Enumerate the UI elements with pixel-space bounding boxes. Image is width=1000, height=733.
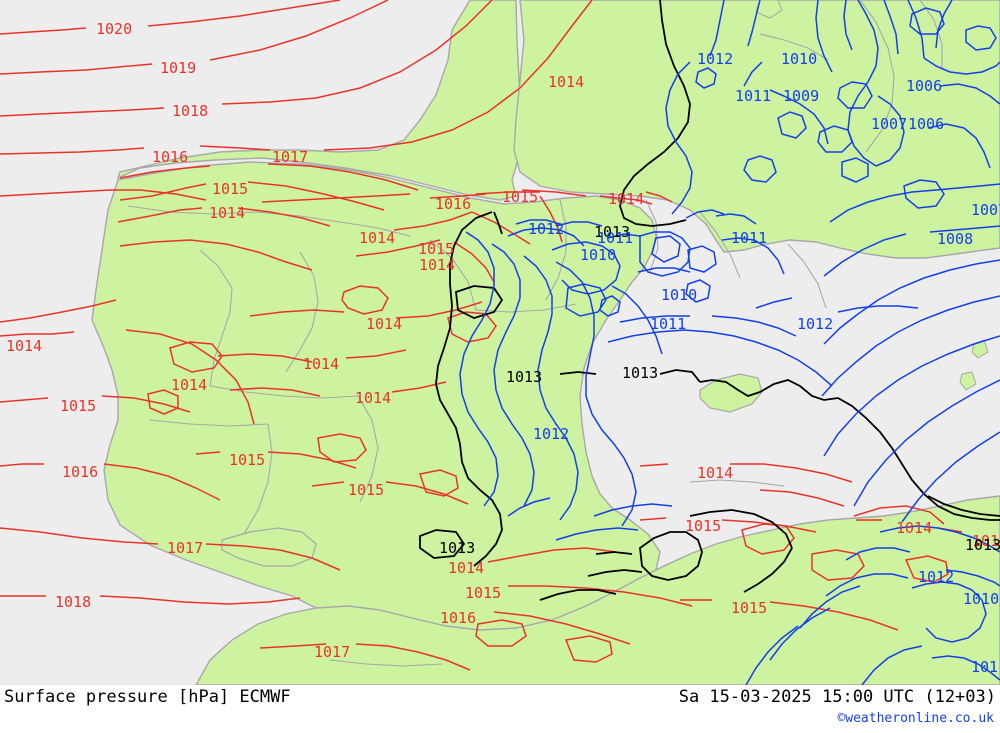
isobars-1013 bbox=[419, 0, 1000, 601]
land-islet-3 bbox=[959, 371, 977, 391]
land-iberia-main bbox=[91, 161, 661, 661]
isobars-high bbox=[0, 0, 963, 671]
admin-borders bbox=[127, 0, 943, 667]
footer-timestamp: Sa 15-03-2025 15:00 UTC (12+03) bbox=[678, 687, 996, 707]
land-polygons bbox=[91, 0, 1000, 685]
footer-title: Surface pressure [hPa] ECMWF bbox=[4, 687, 291, 707]
land-islet-1 bbox=[755, 0, 783, 19]
land-france bbox=[513, 0, 1000, 259]
map-footer: Surface pressure [hPa] ECMWF Sa 15-03-20… bbox=[0, 685, 1000, 733]
pressure-contour-map[interactable]: 1020 1019 1018 1016 1017 1015 1014 1014 1015 1014… bbox=[0, 0, 1000, 685]
footer-credit-link[interactable]: ©weatheronline.co.uk bbox=[837, 711, 994, 726]
land-iberia bbox=[116, 0, 523, 201]
map-svg-canvas bbox=[0, 0, 1000, 685]
isobars-low bbox=[459, 0, 1000, 685]
land-island-balearic bbox=[699, 373, 763, 413]
